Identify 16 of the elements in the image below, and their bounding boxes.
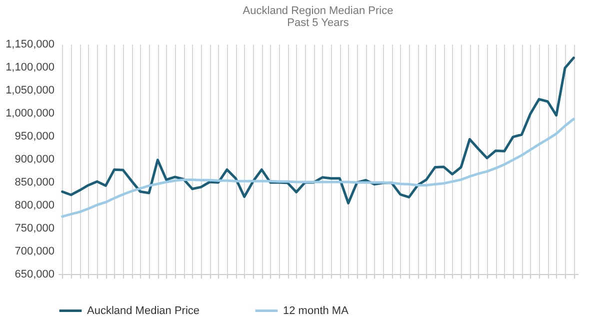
y-tick-label: 1,150,000 — [6, 38, 54, 50]
line-series — [61, 118, 575, 218]
y-tick-label: 1,050,000 — [6, 84, 54, 96]
y-tick-label: 700,000 — [14, 246, 54, 258]
legend-label: Auckland Median Price — [87, 304, 200, 317]
y-tick-label: 850,000 — [14, 176, 54, 188]
y-tick-label: 650,000 — [14, 268, 54, 280]
legend-label: 12 month MA — [283, 304, 350, 317]
y-tick-label: 750,000 — [14, 222, 54, 234]
y-tick-label: 1,000,000 — [6, 108, 54, 120]
y-tick-label: 900,000 — [14, 154, 54, 166]
y-tick-label: 950,000 — [14, 130, 54, 142]
chart-title: Auckland Region Median Price — [242, 5, 394, 17]
chart-subtitle: Past 5 Years — [287, 17, 350, 29]
y-tick-label: 1,100,000 — [6, 62, 54, 74]
y-tick-label: 800,000 — [14, 200, 54, 212]
